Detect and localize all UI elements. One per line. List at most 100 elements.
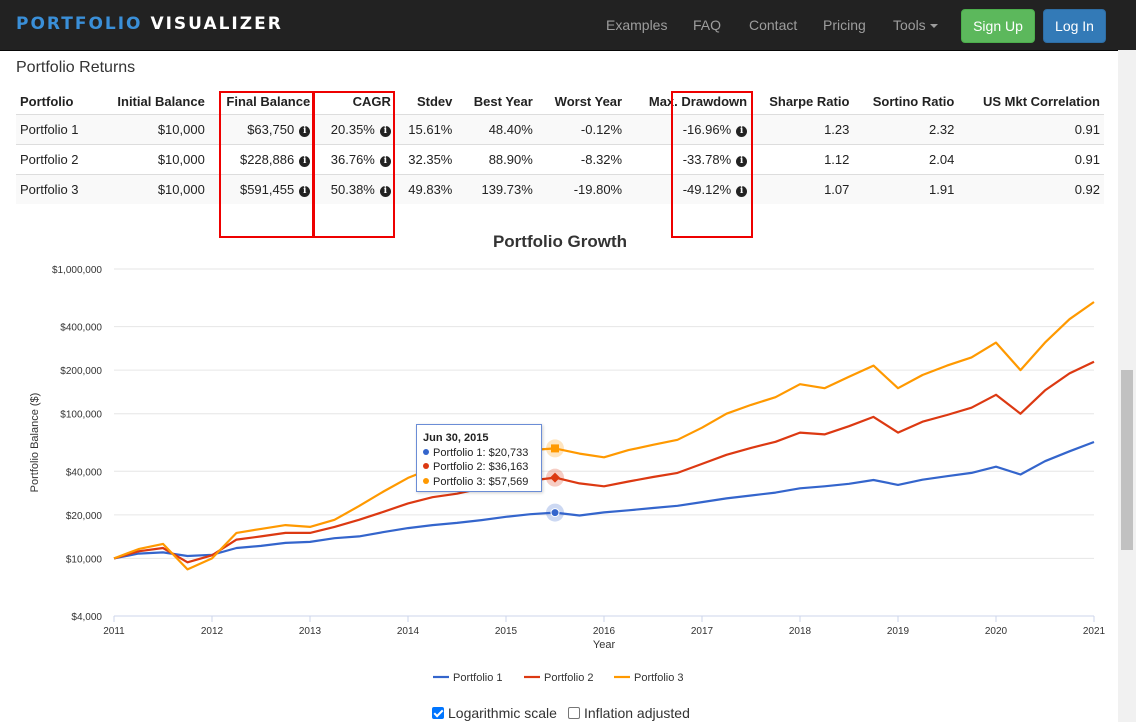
portfolio-growth-chart: $4,000 $10,000 $20,000 $40,000 $100,000 $200,… <box>29 265 1106 684</box>
y-tick-label: $200,000 <box>60 366 102 377</box>
th-worst-year: Worst Year <box>554 93 623 109</box>
cell-cagr: 20.35% i <box>314 114 395 145</box>
cell-sortino: 2.32 <box>853 114 959 145</box>
cell-worst-year: -8.32% <box>536 144 627 175</box>
x-tick-label: 2015 <box>495 626 518 637</box>
x-axis-title: Year <box>593 639 616 651</box>
section-title: Portfolio Returns <box>16 59 136 76</box>
cell-initial-balance: $10,000 <box>97 144 209 175</box>
tooltip-text-2: Portfolio 2: $36,163 <box>433 461 529 473</box>
info-icon[interactable]: i <box>379 186 391 197</box>
inflation-checkbox[interactable] <box>568 707 580 719</box>
table-row: Portfolio 1 $10,000 $63,750 i 20.35% i 15.… <box>16 114 1104 145</box>
cell-initial-balance: $10,000 <box>97 114 209 145</box>
info-icon[interactable]: i <box>299 186 311 197</box>
cell-stdev: 49.83% <box>394 174 457 204</box>
chart-title: Portfolio Growth <box>492 232 628 251</box>
cell-sortino: 2.04 <box>853 144 959 175</box>
hover-marker-diamond <box>550 472 560 483</box>
log-scale-option[interactable]: Logarithmic scale <box>432 705 557 721</box>
cell-sortino: 1.91 <box>853 174 959 204</box>
login-button[interactable]: Log In <box>1043 9 1106 43</box>
cell-portfolio: Portfolio 1 <box>16 114 98 145</box>
highlight-box-final-balance <box>219 91 314 238</box>
tooltip-text-1: Portfolio 1: $20,733 <box>433 446 529 459</box>
info-icon[interactable]: i <box>299 126 311 137</box>
y-tick-label: $40,000 <box>66 467 103 478</box>
info-icon[interactable]: i <box>736 156 748 167</box>
scrollbar-thumb[interactable] <box>1121 370 1133 550</box>
cell-correlation: 0.91 <box>958 144 1104 175</box>
cell-max-drawdown: -49.12% i <box>626 174 752 204</box>
cagr-value: 50.38% <box>330 182 375 197</box>
brand-logo[interactable]: PORTFOLIO VISUALIZER <box>16 14 283 34</box>
navbar: PORTFOLIO VISUALIZER Examples FAQ Contac… <box>0 0 1136 51</box>
th-best-year: Best Year <box>473 93 533 109</box>
chart-tooltip: Jun 30, 2015 Portfolio 1: $20,733 Portfo… <box>416 424 542 492</box>
th-us-mkt-correlation: US Mkt Correlation <box>982 93 1100 109</box>
cell-cagr: 36.76% i <box>314 144 395 175</box>
table-row: Portfolio 2 $10,000 $228,886 i 36.76% i 32… <box>16 144 1104 175</box>
info-icon[interactable]: i <box>736 126 748 137</box>
nav-pricing[interactable]: Pricing <box>823 17 866 33</box>
drawdown-value: -33.78% <box>682 152 732 167</box>
th-final-balance: Final Balance <box>226 93 311 109</box>
info-icon[interactable]: i <box>379 126 391 137</box>
info-icon[interactable]: i <box>299 156 311 167</box>
caret-down-icon <box>929 24 938 29</box>
cell-final-balance: $228,886 i <box>208 144 315 175</box>
returns-table: Portfolio Initial Balance Final Balance … <box>16 88 1104 204</box>
legend-label-1: Portfolio 1 <box>453 672 503 684</box>
cell-worst-year: -0.12% <box>536 114 627 145</box>
nav-faq[interactable]: FAQ <box>693 17 722 33</box>
brand-part-1: PORTFOLIO <box>16 14 143 34</box>
brand-part-2: VISUALIZER <box>150 14 283 34</box>
info-icon[interactable]: i <box>736 186 748 197</box>
hover-marker-square <box>551 444 559 453</box>
info-icon[interactable]: i <box>379 156 391 167</box>
table-header-row: Portfolio Initial Balance Final Balance … <box>16 88 1104 115</box>
cell-max-drawdown: -16.96% i <box>626 114 752 145</box>
cell-worst-year: -19.80% <box>536 174 627 204</box>
cell-initial-balance: $10,000 <box>97 174 209 204</box>
th-sharpe-ratio: Sharpe Ratio <box>769 93 850 109</box>
cell-best-year: 48.40% <box>456 114 537 145</box>
nav-contact[interactable]: Contact <box>749 17 798 33</box>
highlight-box-cagr <box>313 91 395 238</box>
signup-button[interactable]: Sign Up <box>961 9 1035 43</box>
table-row: Portfolio 3 $10,000 $591,455 i 50.38% i 49… <box>16 174 1104 204</box>
tooltip-line-1: Portfolio 1: $20,733 <box>423 446 535 461</box>
x-tick-label: 2021 <box>1083 626 1106 637</box>
cagr-value: 20.35% <box>330 122 375 137</box>
x-tick-label: 2013 <box>299 626 322 637</box>
nav-examples[interactable]: Examples <box>606 17 668 33</box>
x-tick-label: 2011 <box>103 626 125 637</box>
inflation-option[interactable]: Inflation adjusted <box>568 705 690 721</box>
series-line-1 <box>113 440 1095 560</box>
cell-portfolio: Portfolio 2 <box>16 144 98 175</box>
cagr-value: 36.76% <box>330 152 375 167</box>
cell-final-balance: $591,455 i <box>208 174 315 204</box>
cell-portfolio: Portfolio 3 <box>16 174 98 204</box>
series-line-2 <box>113 360 1095 564</box>
inflation-label: Inflation adjusted <box>584 705 690 721</box>
x-tick-label: 2020 <box>985 626 1008 637</box>
vertical-scrollbar[interactable] <box>1118 50 1136 722</box>
log-scale-checkbox[interactable] <box>432 707 444 719</box>
log-scale-label: Logarithmic scale <box>448 705 557 721</box>
tooltip-date: Jun 30, 2015 <box>423 432 489 444</box>
hover-marker-circle <box>550 508 560 518</box>
cell-stdev: 32.35% <box>394 144 457 175</box>
nav-tools[interactable]: Tools <box>893 17 938 33</box>
series-line-3 <box>113 301 1095 571</box>
final-balance-value: $228,886 <box>239 152 295 167</box>
nav-tools-label: Tools <box>893 17 926 33</box>
th-stdev: Stdev <box>416 93 453 109</box>
drawdown-value: -49.12% <box>682 182 732 197</box>
dot-icon <box>423 477 429 484</box>
y-tick-label: $400,000 <box>60 323 102 334</box>
th-max-drawdown: Max. Drawdown <box>648 93 748 109</box>
cell-correlation: 0.91 <box>958 114 1104 145</box>
y-tick-label: $20,000 <box>66 511 103 522</box>
highlight-box-drawdown <box>671 91 753 238</box>
